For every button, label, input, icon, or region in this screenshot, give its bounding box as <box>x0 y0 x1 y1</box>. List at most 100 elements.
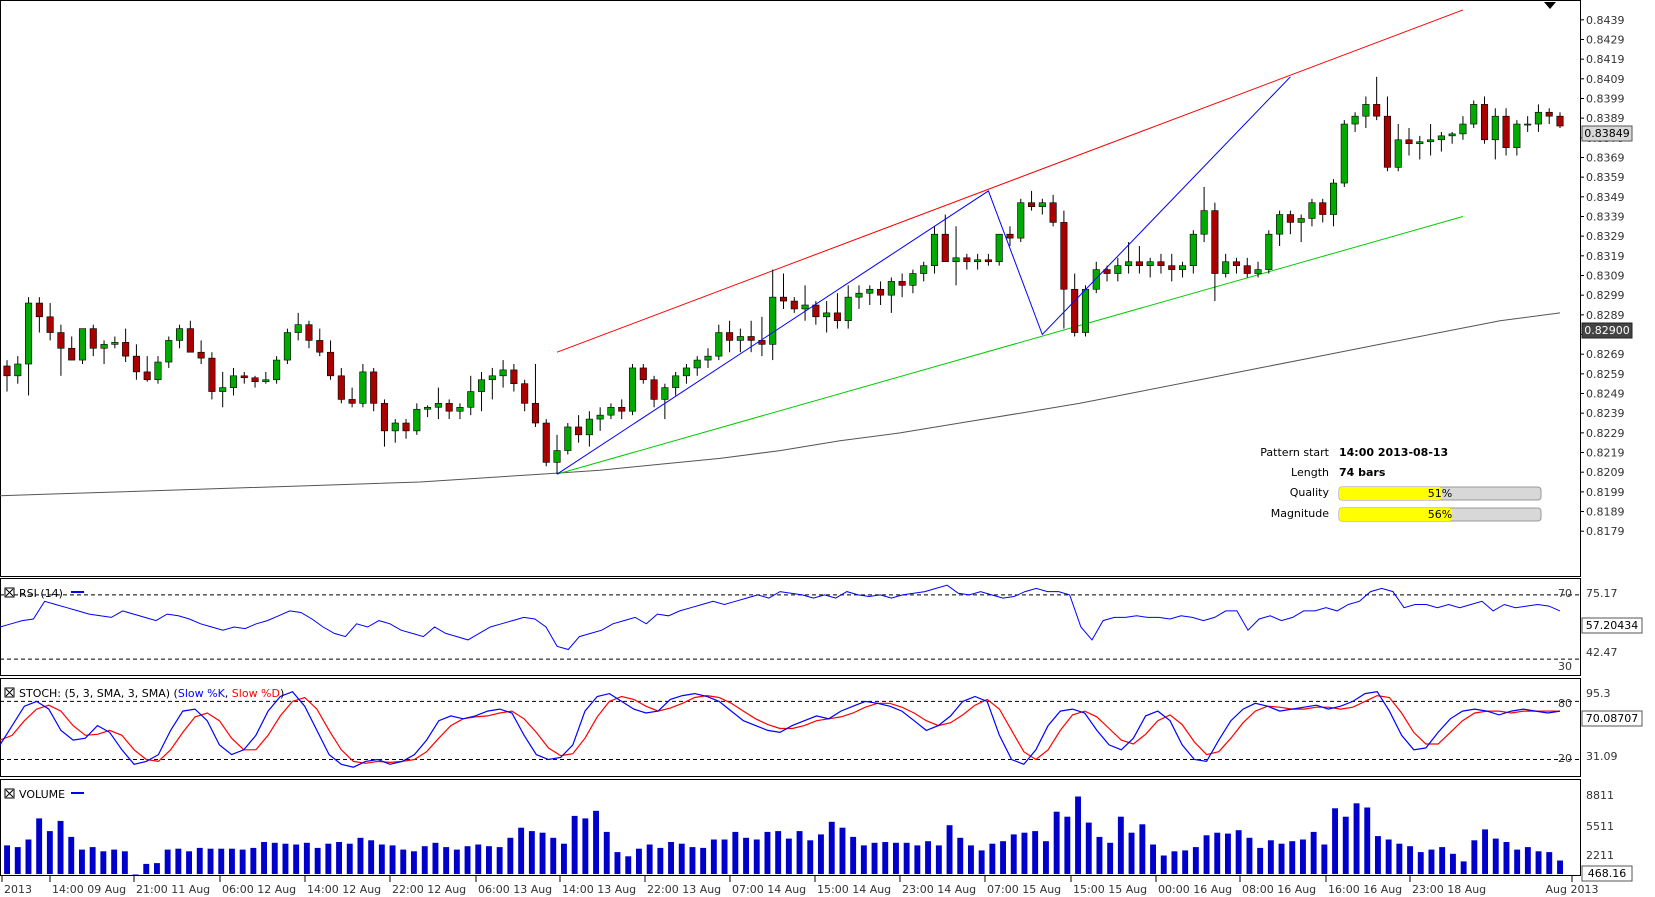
volume-current-value: 468.16 <box>1588 867 1627 880</box>
candle-body <box>995 233 1003 263</box>
volume-bar <box>689 847 696 874</box>
volume-bar <box>1117 816 1124 874</box>
candle-body <box>1017 202 1025 239</box>
volume-bar <box>839 827 846 874</box>
candle <box>801 285 809 321</box>
channel-lower-line <box>556 216 1464 475</box>
candle-body <box>273 359 281 381</box>
candle-body <box>154 361 162 381</box>
volume-bar <box>935 845 942 874</box>
candle <box>477 371 486 412</box>
volume-bar <box>411 851 417 874</box>
candle-body <box>682 367 690 377</box>
candle <box>488 367 496 400</box>
candle <box>704 348 712 368</box>
candle <box>1135 245 1143 274</box>
candle <box>1168 253 1176 282</box>
candle-body <box>531 403 539 424</box>
candle-body <box>866 288 874 294</box>
candle-body <box>909 273 917 286</box>
candle-body <box>1081 288 1090 333</box>
volume-bar <box>625 856 632 874</box>
candle <box>607 403 615 420</box>
rsi-axis-bottom: 42.47 <box>1586 646 1618 659</box>
candle <box>1416 135 1424 160</box>
volume-bar <box>893 842 899 874</box>
volume-bar <box>421 846 428 874</box>
collapse-arrow-icon[interactable] <box>1544 2 1556 9</box>
time-tick-label: 14:00 12 Aug <box>307 883 381 896</box>
candle <box>122 328 130 363</box>
candle <box>434 387 442 420</box>
pattern-quality-value: 51% <box>1428 487 1452 500</box>
candle-body <box>1502 115 1510 148</box>
volume-bar <box>561 843 567 874</box>
candle <box>974 253 982 270</box>
candle <box>1125 242 1133 274</box>
candle <box>1254 261 1262 278</box>
candle-body <box>57 332 65 349</box>
candle <box>186 320 194 353</box>
candle-body <box>1276 214 1284 235</box>
candle <box>1200 186 1208 243</box>
volume-bar <box>710 839 717 874</box>
candle <box>283 328 291 365</box>
pattern-info-box: Pattern start 14:00 2013-08-13 Length 74… <box>1260 446 1542 522</box>
volume-bar <box>261 842 267 874</box>
volume-bar <box>1546 852 1553 874</box>
volume-bar <box>1417 852 1424 874</box>
candle <box>402 419 410 439</box>
volume-panel <box>0 779 1581 876</box>
price-tick-label: 0.8349 <box>1586 191 1625 204</box>
volume-bar <box>507 837 514 874</box>
candle <box>1189 230 1197 274</box>
candle-body <box>100 344 108 349</box>
candle <box>855 285 863 309</box>
candle <box>1211 202 1219 302</box>
candle-body <box>14 363 22 377</box>
candle-body <box>575 426 583 436</box>
pattern-magnitude-label: Magnitude <box>1271 507 1330 520</box>
candle <box>176 324 184 349</box>
volume-bar <box>1385 839 1392 874</box>
magnitude-bar-fill <box>1339 508 1453 521</box>
volume-bar <box>1332 808 1338 874</box>
volume-bar <box>1000 841 1006 874</box>
candle-body <box>1308 202 1316 219</box>
pattern-magnitude-value: 56% <box>1428 508 1452 521</box>
price-tick-label: 0.8369 <box>1586 151 1625 164</box>
price-tick-label: 0.8189 <box>1586 506 1625 519</box>
volume-bar <box>378 844 385 874</box>
volume-bar <box>496 847 503 874</box>
volume-bar <box>46 831 53 874</box>
price-tick-label: 0.8299 <box>1586 289 1625 302</box>
candle-body <box>208 357 216 392</box>
candle <box>1178 261 1187 278</box>
price-tick-label: 0.8239 <box>1586 407 1625 420</box>
candle-body <box>1491 115 1499 141</box>
candle-body <box>790 300 798 310</box>
candle <box>1114 257 1122 282</box>
candle-body <box>1103 269 1111 274</box>
volume-bar <box>196 847 203 874</box>
stoch-k-line <box>0 690 1561 768</box>
volume-bar <box>914 845 921 874</box>
candle <box>445 399 453 420</box>
candle-body <box>262 379 270 383</box>
candle <box>1340 120 1348 187</box>
candle-body <box>337 375 345 400</box>
candle-body <box>553 450 561 463</box>
candle-body <box>1383 115 1391 168</box>
candle-body <box>639 367 647 381</box>
price-tick-label: 0.8429 <box>1586 33 1625 46</box>
volume-bar <box>336 842 342 874</box>
candle-body <box>348 399 356 404</box>
candle <box>779 273 788 309</box>
volume-bar <box>250 847 257 874</box>
candle <box>866 285 874 306</box>
candle-body <box>186 328 194 353</box>
price-tick-label: 0.8409 <box>1586 73 1625 86</box>
candle <box>1362 96 1370 128</box>
candle-body <box>974 259 982 263</box>
candle <box>553 434 561 475</box>
